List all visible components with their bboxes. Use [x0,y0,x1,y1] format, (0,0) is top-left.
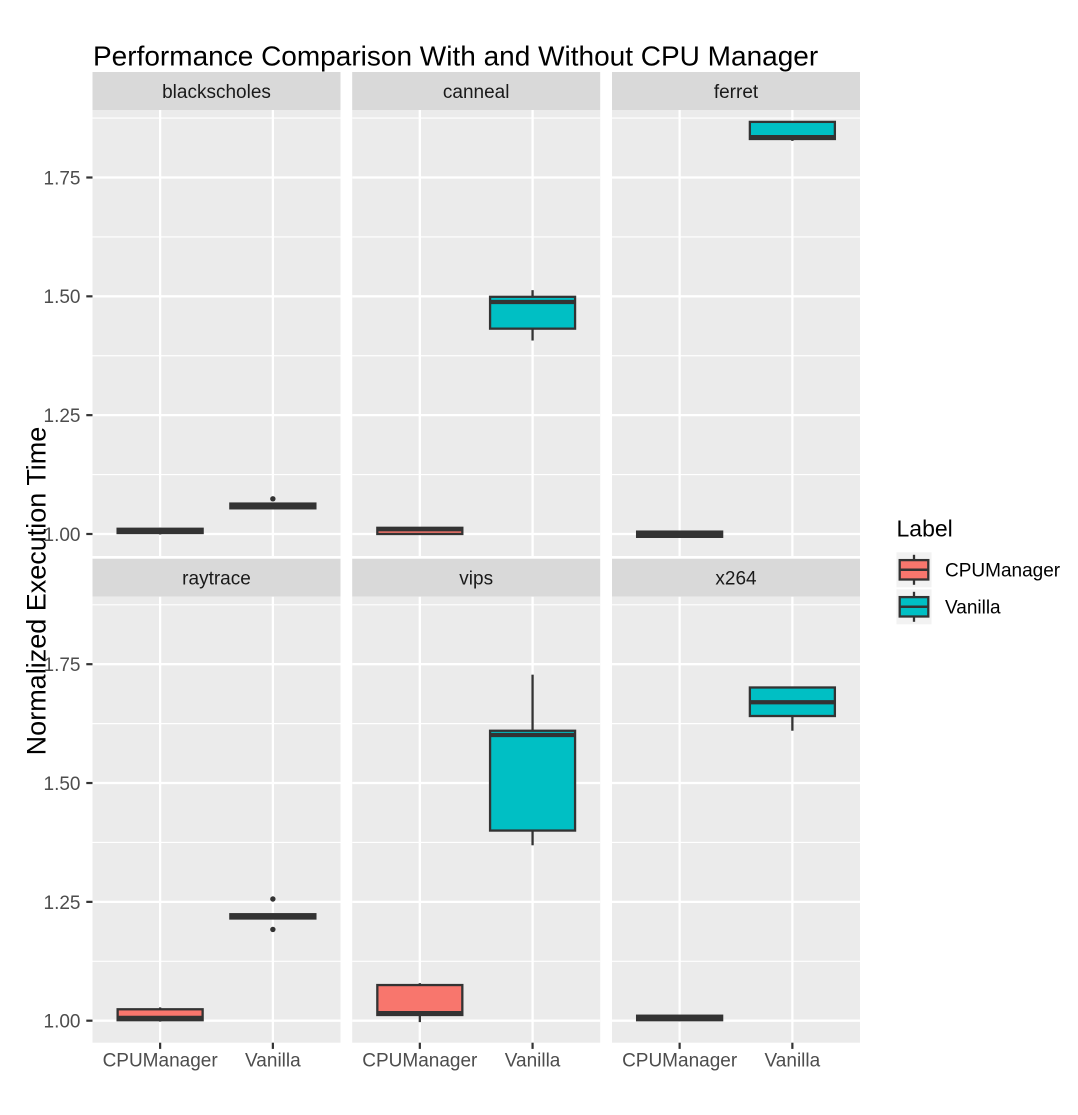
y-tick-label: 1.00 [44,1012,81,1033]
legend-entry-label-cpumanager: CPUManager [945,561,1061,582]
outlier-point [270,926,276,933]
facet-panels-group: blackscholes 1.00 1.25 1.50 1.75 canneal ferre… [44,72,860,1072]
boxplot-box [488,729,577,832]
x-tick-label: Vanilla [765,1051,821,1072]
legend-key-vanilla [896,589,932,625]
boxplot-box [116,1008,204,1022]
legend-entry-label-vanilla: Vanilla [945,598,1001,619]
outlier-point [270,496,276,502]
facet-strip [612,558,860,597]
x-tick-label: CPUManager [362,1051,478,1072]
facet-strip-label: ferret [714,82,759,103]
panel-background [612,110,860,556]
chart-title: Performance Comparison With and Without … [93,41,818,72]
facet-strip-label: x264 [715,569,757,590]
facet-strip [352,558,601,597]
panel-background [612,596,860,1043]
facet-strip [352,72,601,110]
y-tick-label: 1.00 [44,525,81,546]
y-tick-label: 1.75 [44,168,81,189]
facet-strip-label: blackscholes [162,82,271,103]
x-tick-label: Vanilla [505,1051,561,1072]
facet-strip [92,558,341,597]
x-tick-label: CPUManager [103,1051,219,1072]
y-tick-label: 1.50 [44,774,81,795]
outlier-point [270,896,276,902]
boxplot-box [376,983,464,1017]
y-tick-label: 1.25 [44,406,81,427]
y-tick-label: 1.25 [44,893,81,914]
panel-background [352,110,601,556]
legend-title: Label [897,516,953,542]
y-tick-label: 1.75 [44,655,81,676]
x-tick-label: Vanilla [245,1051,301,1072]
facet-strip [92,72,341,110]
y-tick-label: 1.50 [44,287,81,308]
y-axis-title: Normalized Execution Time [22,427,52,756]
facet-strip-label: canneal [443,82,510,103]
legend-key-cpumanager [896,552,932,588]
panel-background [92,596,341,1043]
legend: Label CPUManager Vanilla [896,516,1061,625]
panel-background [92,110,341,556]
x-tick-label: CPUManager [622,1051,738,1072]
facet-strip-label: raytrace [182,569,251,590]
facet-strip [612,72,860,110]
facet-strip-label: vips [459,569,493,590]
